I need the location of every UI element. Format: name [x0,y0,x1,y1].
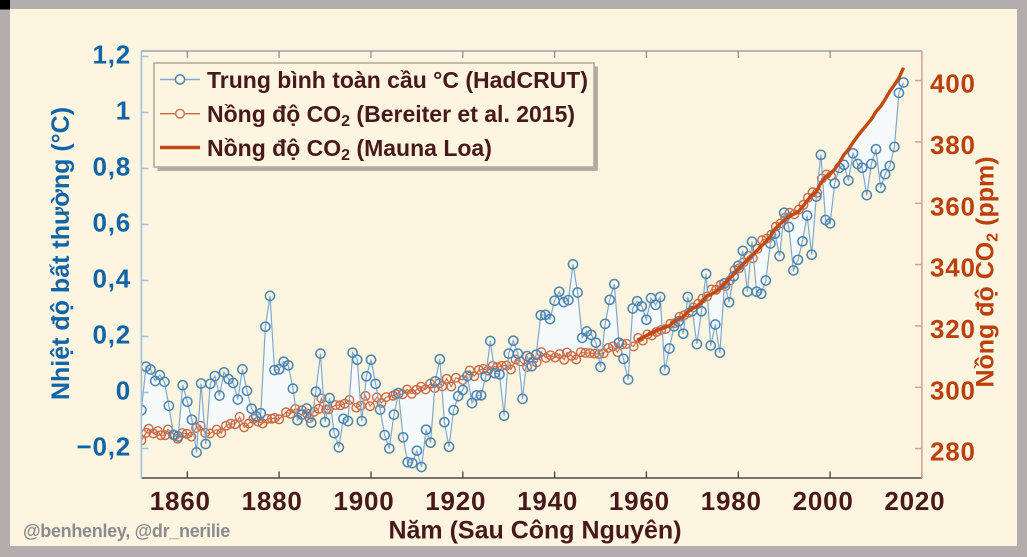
svg-text:1: 1 [116,96,131,126]
svg-text:1940: 1940 [517,486,578,516]
svg-text:0,4: 0,4 [92,264,131,294]
svg-text:0,8: 0,8 [92,152,131,182]
svg-text:400: 400 [930,69,976,99]
svg-text:Nồng độ CO2 (Mauna Loa): Nồng độ CO2 (Mauna Loa) [207,135,492,164]
svg-text:0: 0 [116,376,131,406]
svg-text:1960: 1960 [609,486,670,516]
svg-text:360: 360 [930,191,976,221]
svg-text:0,2: 0,2 [92,320,131,350]
svg-text:1,2: 1,2 [92,40,131,70]
svg-text:2020: 2020 [884,486,945,516]
svg-text:−0,2: −0,2 [76,432,131,462]
svg-text:Năm (Sau Công Nguyên): Năm (Sau Công Nguyên) [388,517,681,545]
svg-text:1920: 1920 [425,486,486,516]
svg-text:340: 340 [930,253,976,283]
svg-text:1880: 1880 [242,486,303,516]
svg-text:Trung bình toàn cầu °C (HadCRU: Trung bình toàn cầu °C (HadCRUT) [207,67,588,93]
svg-text:1900: 1900 [333,486,394,516]
svg-text:1980: 1980 [701,486,762,516]
svg-text:380: 380 [930,130,976,160]
svg-text:Nồng độ CO2 (ppm): Nồng độ CO2 (ppm) [972,156,1002,387]
svg-text:300: 300 [930,375,976,405]
svg-text:@benhenley, @dr_nerilie: @benhenley, @dr_nerilie [23,521,230,541]
svg-text:280: 280 [930,437,976,467]
svg-text:Nhiệt độ bất thường (°C): Nhiệt độ bất thường (°C) [47,107,75,400]
svg-text:1860: 1860 [150,486,211,516]
svg-text:2000: 2000 [793,486,854,516]
svg-text:0,6: 0,6 [92,208,131,238]
svg-text:Nồng độ CO2 (Bereiter et al. 2: Nồng độ CO2 (Bereiter et al. 2015) [207,101,575,130]
svg-text:320: 320 [930,314,976,344]
